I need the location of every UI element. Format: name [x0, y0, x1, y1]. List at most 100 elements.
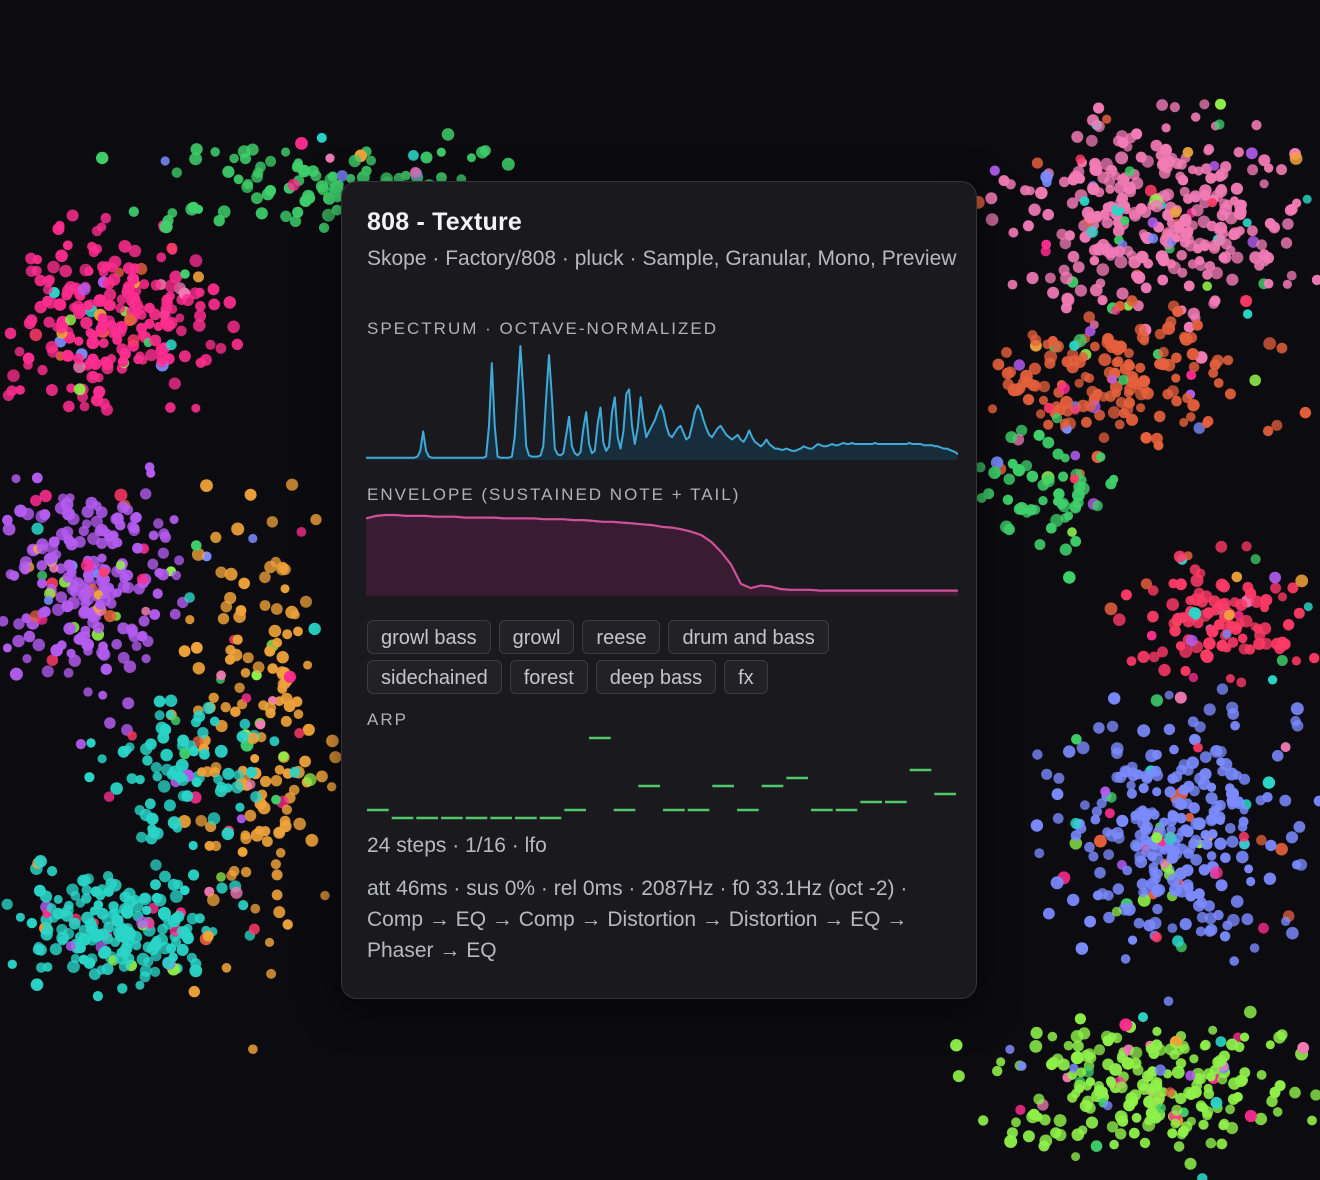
scatter-point[interactable] — [1047, 1031, 1058, 1042]
scatter-point[interactable] — [229, 153, 239, 164]
scatter-point[interactable] — [1279, 794, 1292, 807]
scatter-point[interactable] — [85, 496, 98, 509]
scatter-point[interactable] — [202, 701, 215, 715]
scatter-point[interactable] — [111, 512, 124, 525]
scatter-point[interactable] — [270, 556, 281, 568]
scatter-point[interactable] — [1005, 179, 1016, 190]
scatter-point[interactable] — [1140, 770, 1154, 783]
scatter-point[interactable] — [73, 383, 86, 396]
scatter-point[interactable] — [1179, 417, 1189, 427]
scatter-point[interactable] — [1015, 424, 1028, 437]
scatter-point[interactable] — [1286, 926, 1299, 940]
scatter-point[interactable] — [1144, 184, 1157, 197]
scatter-point[interactable] — [1074, 1083, 1084, 1094]
scatter-point[interactable] — [1215, 879, 1228, 892]
scatter-point[interactable] — [1147, 585, 1159, 596]
scatter-point[interactable] — [240, 866, 252, 878]
scatter-point[interactable] — [1185, 890, 1197, 902]
scatter-point[interactable] — [169, 608, 181, 620]
scatter-point[interactable] — [1210, 605, 1221, 616]
scatter-point[interactable] — [1141, 1070, 1154, 1083]
scatter-point[interactable] — [467, 153, 476, 163]
scatter-point[interactable] — [1282, 619, 1295, 631]
scatter-point[interactable] — [1115, 151, 1129, 165]
scatter-point[interactable] — [1101, 217, 1114, 229]
scatter-point[interactable] — [1126, 788, 1137, 799]
scatter-point[interactable] — [39, 489, 52, 503]
scatter-point[interactable] — [144, 798, 156, 810]
scatter-point[interactable] — [65, 941, 76, 952]
scatter-point[interactable] — [1168, 300, 1180, 312]
scatter-point[interactable] — [1230, 182, 1243, 195]
scatter-point[interactable] — [29, 328, 43, 342]
scatter-point[interactable] — [1265, 839, 1277, 852]
scatter-point[interactable] — [1157, 254, 1170, 267]
scatter-point[interactable] — [200, 354, 212, 366]
scatter-point[interactable] — [122, 581, 135, 594]
scatter-point[interactable] — [191, 547, 205, 561]
scatter-point[interactable] — [153, 321, 164, 332]
scatter-point[interactable] — [1189, 564, 1201, 576]
scatter-point[interactable] — [56, 923, 68, 936]
scatter-point[interactable] — [1266, 1095, 1278, 1108]
scatter-point[interactable] — [147, 813, 159, 825]
scatter-point[interactable] — [1276, 342, 1288, 354]
scatter-point[interactable] — [1153, 440, 1164, 451]
scatter-point[interactable] — [150, 859, 162, 871]
scatter-point[interactable] — [31, 522, 44, 535]
scatter-point[interactable] — [280, 210, 292, 222]
scatter-point[interactable] — [1121, 1057, 1135, 1070]
scatter-point[interactable] — [59, 908, 69, 918]
scatter-point[interactable] — [210, 147, 220, 157]
scatter-point[interactable] — [1007, 279, 1018, 290]
scatter-point[interactable] — [233, 610, 246, 623]
scatter-point[interactable] — [188, 985, 200, 998]
scatter-point[interactable] — [1244, 864, 1254, 874]
scatter-point[interactable] — [1254, 1112, 1268, 1126]
scatter-point[interactable] — [1251, 120, 1262, 131]
scatter-point[interactable] — [66, 383, 76, 393]
scatter-point[interactable] — [193, 710, 206, 723]
scatter-point[interactable] — [1123, 388, 1134, 398]
scatter-point[interactable] — [245, 779, 256, 790]
scatter-point[interactable] — [79, 401, 90, 412]
scatter-point[interactable] — [86, 953, 98, 965]
scatter-point[interactable] — [240, 668, 251, 678]
scatter-point[interactable] — [1218, 597, 1231, 610]
scatter-point[interactable] — [1150, 199, 1163, 213]
scatter-point[interactable] — [1094, 867, 1106, 879]
scatter-point[interactable] — [47, 866, 58, 877]
scatter-point[interactable] — [1069, 340, 1080, 351]
scatter-point[interactable] — [1189, 1054, 1199, 1064]
scatter-point[interactable] — [130, 292, 140, 302]
scatter-point[interactable] — [1072, 261, 1085, 273]
scatter-point[interactable] — [193, 271, 204, 283]
scatter-point[interactable] — [42, 924, 54, 936]
scatter-point[interactable] — [92, 621, 105, 634]
scatter-point[interactable] — [81, 911, 94, 925]
scatter-point[interactable] — [1089, 255, 1100, 266]
scatter-point[interactable] — [185, 615, 195, 625]
scatter-point[interactable] — [231, 338, 243, 351]
scatter-point[interactable] — [1227, 637, 1239, 648]
scatter-point[interactable] — [408, 150, 419, 161]
scatter-point[interactable] — [1256, 1070, 1267, 1080]
scatter-point[interactable] — [208, 298, 221, 311]
scatter-point[interactable] — [1212, 811, 1226, 824]
scatter-point[interactable] — [9, 667, 23, 681]
scatter-point[interactable] — [1240, 1032, 1250, 1042]
scatter-point[interactable] — [1096, 263, 1110, 276]
scatter-point[interactable] — [153, 518, 164, 529]
scatter-point[interactable] — [102, 277, 115, 290]
scatter-point[interactable] — [65, 564, 76, 575]
scatter-point[interactable] — [1269, 1086, 1281, 1098]
scatter-point[interactable] — [97, 553, 107, 563]
scatter-point[interactable] — [156, 356, 168, 368]
scatter-point[interactable] — [1268, 221, 1281, 234]
scatter-point[interactable] — [1114, 300, 1126, 312]
scatter-point[interactable] — [1282, 218, 1294, 230]
scatter-point[interactable] — [1219, 203, 1232, 216]
scatter-point[interactable] — [1138, 1083, 1150, 1095]
scatter-point[interactable] — [1193, 888, 1205, 900]
scatter-point[interactable] — [167, 878, 180, 891]
